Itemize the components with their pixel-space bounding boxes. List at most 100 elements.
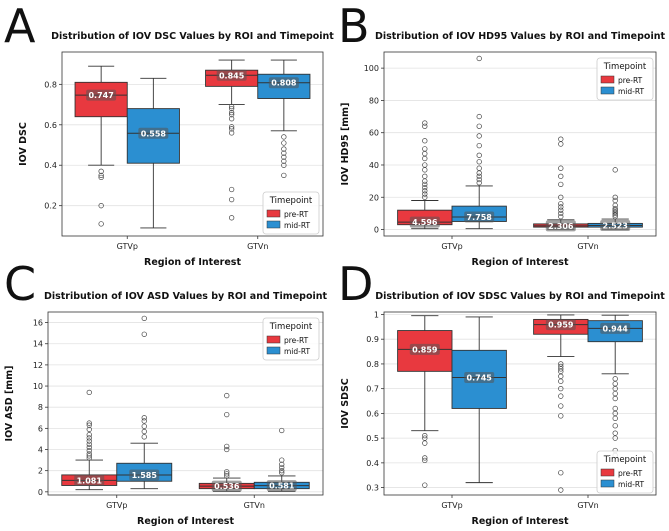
plot-frame (383, 311, 657, 496)
panel-letter: D (338, 257, 373, 311)
outlier-point (86, 389, 92, 396)
outlier-point (224, 411, 230, 418)
median-label-bg (545, 220, 576, 232)
box-pre-RT-GTVp: 0.859 (397, 315, 453, 488)
chart-title: Distribution of IOV SDSC Values by ROI a… (375, 291, 665, 302)
outlier-point (612, 202, 618, 208)
y-tick-label: 12 (33, 361, 43, 370)
x-tick-label: GTVp (117, 242, 138, 251)
outlier-point (86, 441, 92, 447)
median-label: 7.758 (467, 213, 493, 222)
outlier-point (558, 366, 564, 372)
median-label: 0.859 (412, 345, 438, 354)
outlier-point (422, 181, 428, 188)
outlier-point (224, 473, 230, 479)
outlier-point (141, 315, 147, 321)
outlier-point (558, 194, 564, 200)
outlier-point (422, 194, 428, 200)
outlier-point (476, 165, 482, 171)
median-label: 0.745 (467, 374, 493, 383)
outlier-point (558, 210, 564, 217)
median-label: 1.081 (77, 476, 103, 485)
median-label: 0.747 (88, 91, 113, 100)
outlier-point (558, 204, 564, 210)
median-label-bg (464, 372, 495, 384)
outlier-point (612, 423, 618, 429)
legend-swatch (600, 479, 615, 488)
outlier-point (558, 213, 564, 220)
outlier-point (281, 172, 287, 178)
legend: Timepoint pre-RT mid-RT (596, 450, 654, 494)
outlier-point (141, 428, 147, 435)
outlier-point (141, 418, 147, 424)
outlier-point (422, 178, 428, 184)
x-tick-label: GTVn (244, 501, 265, 510)
x-axis-label: Region of Interest (472, 257, 569, 268)
outlier-point (612, 430, 618, 436)
y-tick-label: 2 (38, 467, 43, 476)
outlier-point (476, 113, 482, 120)
outlier-point (558, 165, 564, 171)
y-tick-label: 0.4 (44, 161, 57, 170)
outlier-point (141, 415, 147, 421)
x-tick-label: GTVp (441, 501, 462, 510)
outlier-point (422, 151, 428, 157)
outlier-point (86, 453, 92, 459)
outlier-point (558, 207, 564, 213)
outlier-point (86, 432, 92, 438)
y-tick-label: 0 (374, 226, 379, 235)
box-pre-RT-GTVp: 4.596 (397, 120, 453, 230)
x-tick-label: GTVn (247, 242, 268, 251)
y-axis-label: IOV SDSC (340, 378, 351, 429)
x-axis-label: Region of Interest (472, 516, 569, 527)
box-pre-RT-GTVn: 0.845 (205, 59, 259, 221)
y-tick-label: 100 (364, 64, 379, 73)
outlier-point (279, 468, 285, 474)
panel-letter: A (4, 0, 36, 53)
legend-title: Timepoint (269, 322, 313, 332)
outlier-point (422, 440, 428, 446)
chart-panel-1: A Distribution of IOV DSC Values by ROI a… (4, 0, 334, 268)
median-label: 2.523 (603, 221, 628, 230)
outlier-point (281, 134, 287, 140)
panel-letter: B (338, 0, 370, 53)
outlier-point (422, 138, 428, 144)
outlier-point (86, 438, 92, 444)
outlier-point (476, 133, 482, 139)
outlier-point (558, 181, 564, 188)
outlier-point (422, 457, 428, 464)
median-label: 0.536 (214, 482, 240, 491)
box-mid-RT-GTVn: 0.944 (587, 314, 643, 459)
outlier-point (279, 470, 285, 476)
outlier-point (476, 170, 482, 176)
chart-panel-2: B Distribution of IOV HD95 Values by ROI … (338, 0, 665, 268)
y-tick-label: 14 (33, 340, 43, 349)
outlier-point (612, 405, 618, 412)
median-label: 0.944 (603, 324, 629, 333)
legend-swatch (266, 220, 281, 229)
outlier-point (228, 186, 235, 193)
chart-panel-4: D Distribution of IOV SDSC Values by ROI … (338, 257, 665, 527)
outlier-point (612, 194, 618, 200)
outlier-point (279, 427, 285, 434)
legend-swatch (600, 468, 615, 477)
plot-frame (383, 51, 657, 237)
outlier-point (612, 435, 618, 441)
median-label-bg (409, 343, 440, 355)
outlier-point (228, 215, 235, 221)
outlier-point (476, 123, 482, 129)
median-label: 0.845 (219, 71, 245, 80)
outlier-point (422, 482, 428, 488)
legend-label: mid-RT (618, 87, 645, 96)
outlier-point (281, 146, 287, 152)
outlier-point (98, 203, 104, 209)
outlier-point (98, 174, 104, 181)
outlier-point (281, 154, 287, 160)
outlier-point (422, 120, 428, 126)
legend: Timepoint pre-RT mid-RT (596, 57, 654, 101)
x-tick-label: GTVn (577, 242, 598, 251)
outlier-point (422, 173, 428, 179)
outlier-point (228, 116, 235, 122)
y-tick-label: 0.5 (366, 434, 379, 443)
